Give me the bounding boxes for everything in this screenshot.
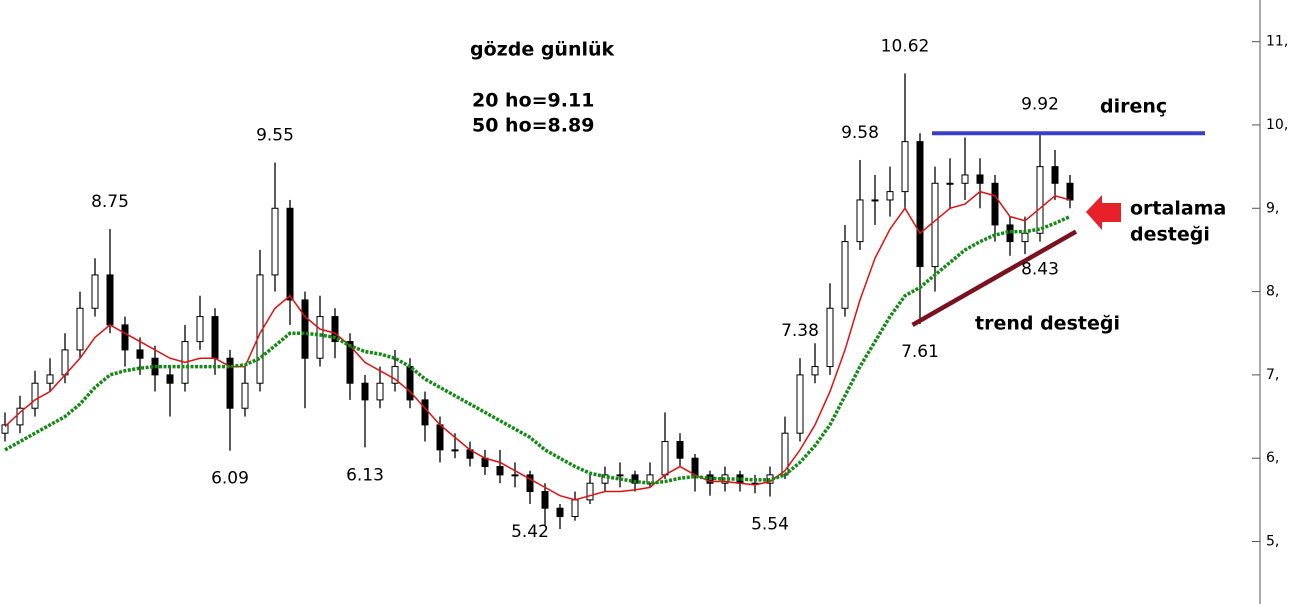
- y-tick-label: 6,: [1266, 450, 1279, 466]
- price-label: 5.54: [751, 515, 789, 535]
- candle-body: [121, 324, 129, 351]
- candle-body: [76, 307, 84, 351]
- y-tick-label: 8,: [1266, 284, 1279, 300]
- candle-body: [571, 499, 579, 518]
- support-label: desteği: [1130, 224, 1210, 246]
- candle-body: [526, 474, 534, 493]
- candle-body: [541, 491, 549, 509]
- candle-body: [46, 374, 54, 384]
- candle-body: [556, 507, 564, 518]
- candle-body: [691, 457, 699, 476]
- resistance-label: direnç: [1100, 96, 1167, 118]
- candle-body: [196, 316, 204, 343]
- candle-body: [1066, 182, 1074, 201]
- candle-body: [226, 357, 234, 409]
- support-label: ortalama: [1130, 198, 1226, 220]
- candle-body: [1, 424, 9, 434]
- candle-body: [676, 441, 684, 459]
- candle-body: [451, 449, 459, 452]
- trend-line: [911, 229, 1078, 327]
- candle-body: [421, 399, 429, 426]
- candle-body: [856, 199, 864, 243]
- candle-body: [331, 316, 339, 343]
- candle-body: [31, 382, 39, 409]
- chart-title: gözde günlük: [470, 39, 615, 61]
- price-label: 7.61: [901, 342, 939, 362]
- candle-body: [166, 374, 174, 384]
- candle-body: [916, 141, 924, 268]
- y-tick-label: 10,: [1266, 117, 1288, 133]
- candle-body: [241, 382, 249, 409]
- y-tick-label: 11,: [1266, 34, 1288, 50]
- candle-body: [301, 299, 309, 359]
- price-label: 5.42: [511, 522, 549, 542]
- price-label: 9.92: [1021, 95, 1059, 115]
- candle-body: [316, 316, 324, 359]
- moving-average: [4, 215, 1071, 485]
- candle-body: [346, 341, 354, 384]
- candle-body: [376, 382, 384, 401]
- candle-body: [1036, 166, 1044, 234]
- candle-body: [946, 182, 954, 185]
- price-label: 6.13: [346, 465, 384, 485]
- moving-average: [4, 190, 1071, 501]
- price-label: 7.38: [781, 321, 819, 341]
- candle-body: [271, 207, 279, 276]
- candle-body: [361, 382, 369, 401]
- candle-body: [826, 307, 834, 368]
- candle-body: [961, 174, 969, 184]
- candle-body: [511, 474, 519, 477]
- candle-body: [841, 241, 849, 309]
- candle-body: [991, 182, 999, 226]
- price-label: 6.09: [211, 469, 249, 489]
- candle-body: [661, 441, 669, 476]
- candle-body: [1021, 232, 1029, 243]
- candle-body: [286, 207, 294, 301]
- price-label: 10.62: [881, 36, 930, 56]
- candle-body: [616, 474, 624, 477]
- y-tick-label: 5,: [1266, 534, 1279, 550]
- candle-body: [646, 474, 654, 484]
- candle-body: [976, 174, 984, 184]
- candle-body: [886, 191, 894, 201]
- candle-body: [61, 349, 69, 376]
- candle-body: [796, 374, 804, 434]
- candle-body: [496, 466, 504, 476]
- price-label: 9.55: [256, 125, 294, 145]
- candle-body: [586, 482, 594, 501]
- y-tick-label: 9,: [1266, 200, 1279, 216]
- trend-label: trend desteği: [975, 313, 1120, 335]
- candle-body: [91, 274, 99, 309]
- y-tick-label: 7,: [1266, 367, 1279, 383]
- candle-body: [811, 366, 819, 376]
- price-label: 9.58: [841, 123, 879, 143]
- candle-body: [901, 141, 909, 193]
- arrow: [1086, 195, 1121, 230]
- price-label: 8.43: [1021, 260, 1059, 280]
- candle-body: [16, 407, 24, 426]
- note: 20 ho=9.11: [472, 90, 594, 112]
- candle-body: [136, 349, 144, 359]
- candle-body: [436, 424, 444, 451]
- candle-body: [1051, 166, 1059, 184]
- candle-body: [391, 366, 399, 384]
- candle-body: [871, 199, 879, 202]
- candle-body: [931, 182, 939, 268]
- note: 50 ho=8.89: [472, 115, 594, 137]
- price-label: 8.75: [91, 192, 129, 212]
- candle-body: [211, 316, 219, 359]
- candle-body: [106, 274, 114, 326]
